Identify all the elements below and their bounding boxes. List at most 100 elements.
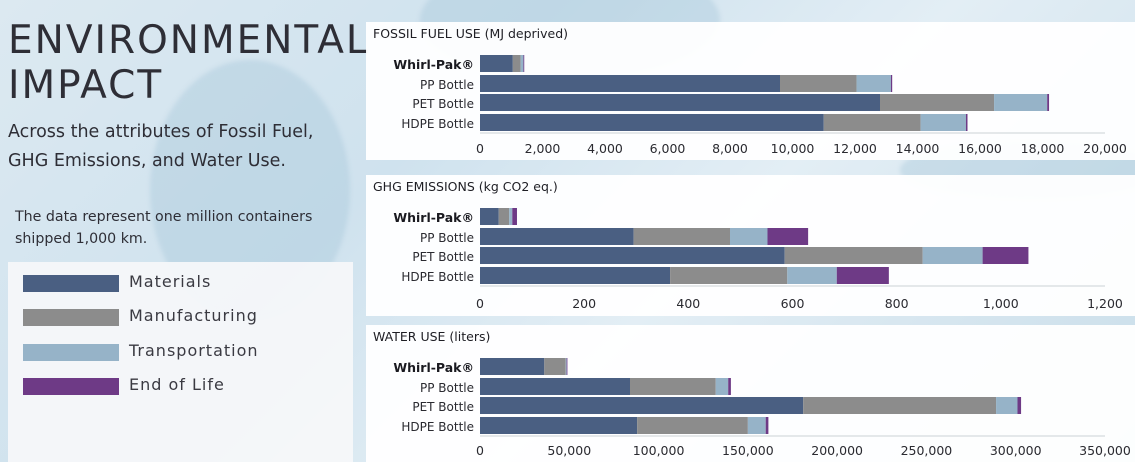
bar-segment-manufacturing	[784, 247, 923, 264]
x-tick-label: 0	[476, 296, 484, 311]
bar-segment-transportation	[922, 247, 983, 264]
bar-segment-manufacturing	[780, 75, 857, 92]
bar-segment-manufacturing	[803, 397, 997, 414]
bar-segment-end-of-life	[765, 417, 769, 434]
x-tick-label: 400	[676, 296, 700, 311]
bar-segment-transportation	[509, 208, 513, 225]
legend-label: Manufacturing	[129, 306, 258, 325]
x-tick-label: 250,000	[901, 443, 953, 458]
legend: Materials Manufacturing Transportation E…	[8, 262, 353, 462]
bar-segment-end-of-life	[523, 55, 525, 72]
bar-segment-transportation	[715, 378, 729, 395]
bar-segment-end-of-life	[728, 378, 731, 395]
legend-swatch	[23, 275, 119, 292]
category-label: Whirl-Pak®	[393, 57, 474, 72]
bar-segment-transportation	[994, 94, 1048, 111]
x-tick-label: 6,000	[650, 141, 686, 156]
bar-segment-end-of-life	[1047, 94, 1050, 111]
x-tick-label: 18,000	[1021, 141, 1065, 156]
bar-segment-end-of-life	[836, 267, 889, 284]
bar-segment-transportation	[730, 228, 768, 245]
category-label: HDPE Bottle	[401, 117, 474, 131]
title-line: ENVIRONMENTAL	[8, 18, 370, 63]
ghg-emissions-chart-panel: GHG EMISSIONS (kg CO2 eq.) Whirl-Pak® PP …	[366, 175, 1135, 316]
bar-segment-transportation	[747, 417, 766, 434]
x-tick-label: 1,000	[983, 296, 1019, 311]
bar-segment-manufacturing	[544, 358, 566, 375]
left-panel: ENVIRONMENTAL IMPACT Across the attribut…	[0, 0, 368, 462]
bar-segment-transportation	[996, 397, 1018, 414]
bar-segment-end-of-life	[1017, 397, 1022, 414]
category-label: Whirl-Pak®	[393, 360, 474, 375]
bar-segment-manufacturing	[670, 267, 788, 284]
bar-segment-materials	[480, 247, 785, 264]
bar-segment-transportation	[565, 358, 567, 375]
bar-segment-materials	[480, 358, 545, 375]
category-label: HDPE Bottle	[401, 270, 474, 284]
x-tick-label: 100,000	[633, 443, 685, 458]
category-label: PP Bottle	[420, 231, 474, 245]
x-tick-label: 50,000	[547, 443, 591, 458]
legend-label: Transportation	[129, 341, 259, 360]
x-tick-label: 16,000	[958, 141, 1002, 156]
bar-segment-manufacturing	[880, 94, 995, 111]
bar-segment-materials	[480, 208, 499, 225]
bar-segment-materials	[480, 94, 880, 111]
bar-segment-end-of-life	[566, 358, 568, 375]
subtitle: Across the attributes of Fossil Fuel, GH…	[8, 122, 314, 171]
x-tick-label: 150,000	[722, 443, 774, 458]
bar-segment-transportation	[787, 267, 837, 284]
x-tick-label: 0	[476, 141, 484, 156]
legend-swatch	[23, 309, 119, 326]
legend-swatch	[23, 378, 119, 395]
x-tick-label: 200	[572, 296, 596, 311]
x-tick-label: 2,000	[525, 141, 561, 156]
legend-label: End of Life	[129, 375, 225, 394]
x-tick-label: 8,000	[712, 141, 748, 156]
title-line: IMPACT	[8, 63, 164, 108]
x-tick-label: 20,000	[1083, 141, 1127, 156]
x-tick-label: 600	[781, 296, 805, 311]
x-tick-label: 800	[885, 296, 909, 311]
bar-segment-transportation	[920, 114, 966, 131]
category-label: HDPE Bottle	[401, 420, 474, 434]
bar-segment-manufacturing	[633, 228, 730, 245]
bar-segment-end-of-life	[982, 247, 1029, 264]
x-tick-label: 14,000	[896, 141, 940, 156]
bar-segment-materials	[480, 75, 780, 92]
fossil-fuel-chart-panel: FOSSIL FUEL USE (MJ deprived) Whirl-Pak®…	[366, 22, 1135, 160]
bar-segment-manufacturing	[637, 417, 748, 434]
legend-swatch	[23, 344, 119, 361]
x-tick-label: 12,000	[833, 141, 877, 156]
bar-segment-manufacturing	[823, 114, 921, 131]
category-label: PET Bottle	[412, 400, 474, 414]
bar-segment-end-of-life	[965, 114, 968, 131]
x-tick-label: 0	[476, 443, 484, 458]
x-tick-label: 1,200	[1087, 296, 1123, 311]
chart-title: GHG EMISSIONS (kg CO2 eq.)	[373, 179, 558, 194]
bar-segment-end-of-life	[512, 208, 517, 225]
bar-segment-manufacturing	[512, 55, 521, 72]
bar-segment-transportation	[856, 75, 891, 92]
legend-label: Materials	[129, 272, 212, 291]
water-use-chart-panel: WATER USE (liters) Whirl-Pak® PP Bottle PE…	[366, 325, 1135, 462]
x-tick-label: 4,000	[587, 141, 623, 156]
bar-segment-transportation	[520, 55, 524, 72]
bar-segment-materials	[480, 267, 671, 284]
category-label: Whirl-Pak®	[393, 210, 474, 225]
x-tick-label: 10,000	[771, 141, 815, 156]
x-tick-label: 350,000	[1079, 443, 1131, 458]
bar-segment-manufacturing	[498, 208, 510, 225]
bar-segment-materials	[480, 55, 513, 72]
bar-segment-materials	[480, 417, 638, 434]
ghg-emissions-chart: Whirl-Pak® PP Bottle PET Bottle HDPE Bottle…	[393, 208, 1123, 311]
x-tick-label: 200,000	[811, 443, 863, 458]
bar-segment-manufacturing	[630, 378, 716, 395]
chart-title: WATER USE (liters)	[373, 329, 491, 344]
bar-segment-materials	[480, 228, 634, 245]
fossil-fuel-chart: Whirl-Pak® PP Bottle PET Bottle HDPE Bottle…	[393, 55, 1127, 156]
page-title: ENVIRONMENTAL IMPACT	[8, 18, 370, 108]
category-label: PET Bottle	[412, 250, 474, 264]
category-label: PET Bottle	[412, 97, 474, 111]
data-note: The data represent one million container…	[15, 209, 313, 247]
